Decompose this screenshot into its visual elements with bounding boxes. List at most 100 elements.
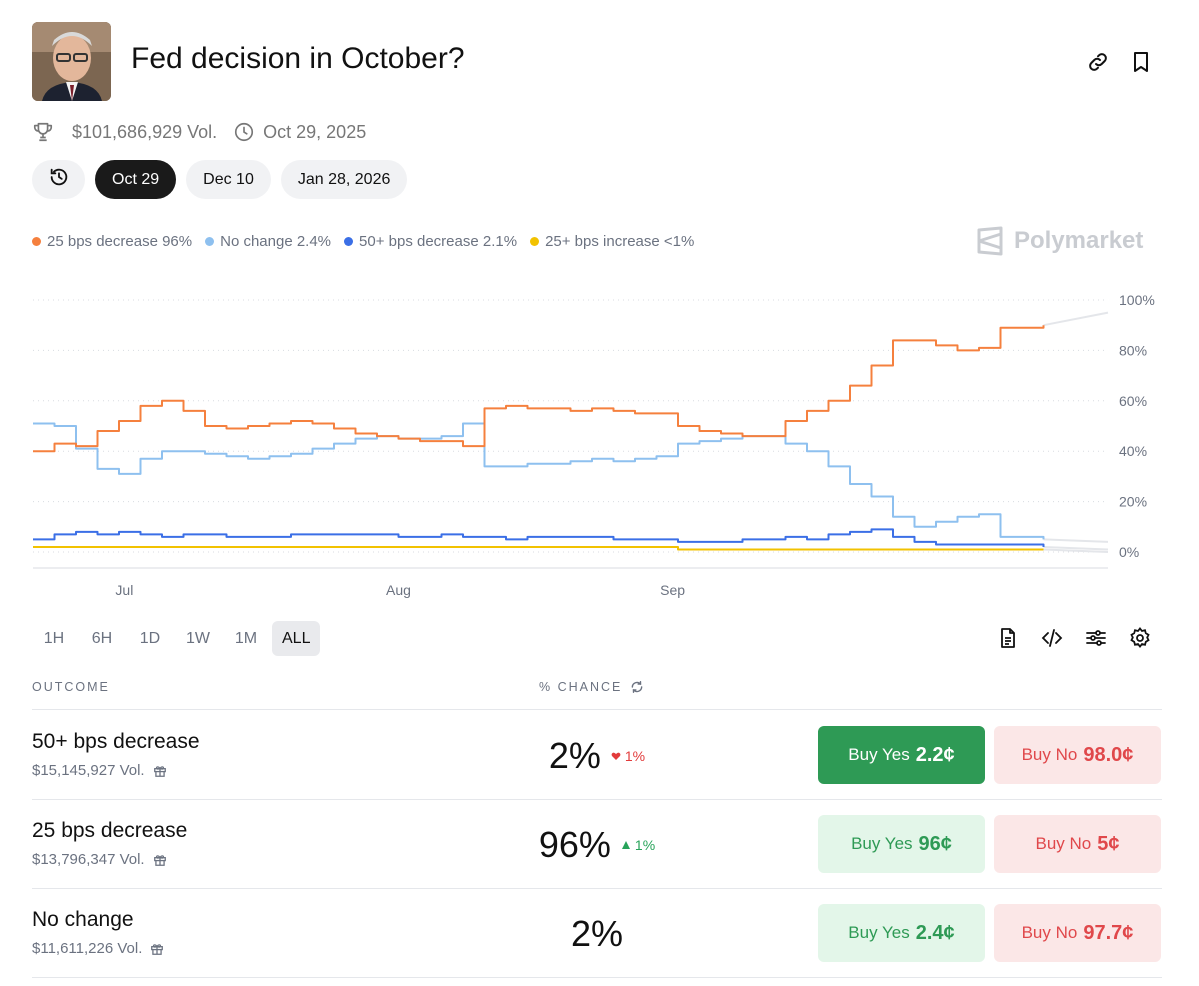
legend-item: 25 bps decrease 96% xyxy=(32,233,192,250)
legend-dot xyxy=(205,237,215,246)
legend-label: 50+ bps decrease 2.1% xyxy=(359,233,518,250)
legend-dot xyxy=(344,237,354,246)
outcome-chance: 96% 1% xyxy=(512,824,682,866)
trophy-icon xyxy=(32,121,54,143)
outcome-volume: $15,145,927 Vol. xyxy=(32,762,167,779)
buy-yes-button[interactable]: Buy Yes 96¢ xyxy=(818,815,985,873)
outcome-name: 25 bps decrease xyxy=(32,819,188,842)
range-1d[interactable]: 1D xyxy=(139,629,161,647)
outcome-table-header: OUTCOME % CHANCE xyxy=(32,680,1162,710)
page-title: Fed decision in October? xyxy=(131,42,465,75)
outcome-volume-text: $11,611,226 Vol. xyxy=(32,940,143,957)
buy-yes-label: Buy Yes xyxy=(848,745,910,764)
buy-no-label: Buy No xyxy=(1021,923,1078,942)
link-icon[interactable] xyxy=(1086,50,1110,74)
date-selector: Oct 29 Dec 10 Jan 28, 2026 xyxy=(32,160,408,199)
outcome-name: 50+ bps decrease xyxy=(32,730,200,753)
buy-yes-button[interactable]: Buy Yes 2.4¢ xyxy=(818,904,985,962)
series-line xyxy=(33,545,1044,551)
bookmark-icon[interactable] xyxy=(1129,50,1153,74)
y-tick-label: 20% xyxy=(1119,494,1147,510)
chart-svg: 0% 20% 40% 60% 80% 100% Jul Aug Sep xyxy=(33,292,1155,598)
outcome-row[interactable]: 50+ bps decrease $15,145,927 Vol. 2% 1% … xyxy=(32,711,1162,800)
history-icon xyxy=(48,166,70,193)
outcome-chance-value: 96% xyxy=(538,824,611,865)
chance-column-header: % CHANCE xyxy=(539,680,644,694)
end-date-text: Oct 29, 2025 xyxy=(263,121,367,142)
buy-no-label: Buy No xyxy=(1021,745,1078,764)
chance-column-label: % CHANCE xyxy=(539,680,623,694)
x-tick-label: Sep xyxy=(660,582,685,598)
buy-no-label: Buy No xyxy=(1035,834,1092,853)
outcome-volume-text: $13,796,347 Vol. xyxy=(32,851,145,868)
buy-no-button[interactable]: Buy No 97.7¢ xyxy=(994,904,1161,962)
legend-dot xyxy=(32,237,41,246)
buy-yes-price: 2.2¢ xyxy=(915,743,955,766)
legend-label: 25 bps decrease 96% xyxy=(47,233,193,250)
gift-icon[interactable] xyxy=(153,853,167,867)
volume-text: $101,686,929 Vol. xyxy=(72,121,218,142)
outcome-chance: 2% 1% xyxy=(512,735,682,777)
triangle-up-icon xyxy=(621,841,630,849)
buy-no-button[interactable]: Buy No 98.0¢ xyxy=(994,726,1161,784)
range-1m[interactable]: 1M xyxy=(234,629,258,647)
outcome-name: No change xyxy=(32,908,134,931)
legend-item: No change 2.4% xyxy=(205,233,331,250)
outcome-row[interactable]: No change $11,611,226 Vol. 2% Buy Yes 2.4… xyxy=(32,889,1162,978)
gear-icon[interactable] xyxy=(1128,626,1152,650)
y-tick-label: 80% xyxy=(1119,342,1147,358)
outcome-chance-value: 2% xyxy=(548,735,601,776)
market-header: Fed decision in October? xyxy=(32,22,1162,102)
gift-icon[interactable] xyxy=(153,764,167,778)
y-tick-label: 40% xyxy=(1119,443,1147,459)
outcome-chance-value: 2% xyxy=(570,913,624,954)
gift-icon[interactable] xyxy=(150,942,164,956)
sliders-icon[interactable] xyxy=(1084,626,1108,650)
outcome-volume-text: $15,145,927 Vol. xyxy=(32,762,145,779)
market-avatar xyxy=(32,22,111,101)
legend-label: 25+ bps increase <1% xyxy=(545,233,695,250)
outcome-row[interactable]: 25 bps decrease $13,796,347 Vol. 96% 1% … xyxy=(32,800,1162,889)
range-1h[interactable]: 1H xyxy=(43,629,65,647)
y-tick-label: 0% xyxy=(1119,544,1139,560)
date-pill-jan-28[interactable]: Jan 28, 2026 xyxy=(280,160,408,199)
chance-delta: 1% xyxy=(611,748,645,764)
y-tick-label: 60% xyxy=(1119,393,1147,409)
time-range-selector: 1H 6H 1D 1W 1M ALL xyxy=(32,621,321,656)
date-pill-dec-10[interactable]: Dec 10 xyxy=(186,160,271,199)
chance-delta-value: 1% xyxy=(624,748,646,764)
market-meta: $101,686,929 Vol. Oct 29, 2025 xyxy=(32,120,366,144)
series-tail-line xyxy=(1043,311,1109,327)
buy-no-button[interactable]: Buy No 5¢ xyxy=(994,815,1161,873)
buy-yes-price: 2.4¢ xyxy=(915,921,955,944)
series-tail-line xyxy=(1043,538,1109,543)
heart-down-icon xyxy=(611,752,621,760)
outcome-column-header: OUTCOME xyxy=(32,680,110,694)
range-6h[interactable]: 6H xyxy=(91,629,113,647)
legend-dot xyxy=(530,237,540,246)
range-all[interactable]: ALL xyxy=(272,621,321,656)
history-button[interactable] xyxy=(32,160,85,199)
buy-no-price: 98.0¢ xyxy=(1083,743,1134,766)
series-line xyxy=(33,325,1045,453)
price-chart[interactable]: 0% 20% 40% 60% 80% 100% Jul Aug Sep xyxy=(0,280,1199,610)
buy-no-price: 97.7¢ xyxy=(1083,921,1134,944)
chart-legend: 25 bps decrease 96% No change 2.4% 50+ b… xyxy=(32,233,707,250)
chance-delta-value: 1% xyxy=(634,837,656,853)
date-pill-oct-29[interactable]: Oct 29 xyxy=(95,160,177,199)
range-1w[interactable]: 1W xyxy=(186,629,210,647)
chance-delta: 1% xyxy=(621,837,655,853)
code-icon[interactable] xyxy=(1040,626,1064,650)
buy-yes-button[interactable]: Buy Yes 2.2¢ xyxy=(818,726,985,784)
polymarket-watermark: Polymarket xyxy=(976,226,1143,256)
chart-tools xyxy=(996,626,1152,650)
outcome-chance: 2% xyxy=(512,913,682,955)
buy-no-price: 5¢ xyxy=(1097,832,1120,855)
series-tail-line xyxy=(1043,545,1109,551)
y-tick-label: 100% xyxy=(1119,292,1155,308)
buy-yes-label: Buy Yes xyxy=(851,834,913,853)
refresh-icon[interactable] xyxy=(630,680,644,694)
outcome-volume: $13,796,347 Vol. xyxy=(32,851,167,868)
document-icon[interactable] xyxy=(996,626,1020,650)
series-line xyxy=(33,528,1045,547)
